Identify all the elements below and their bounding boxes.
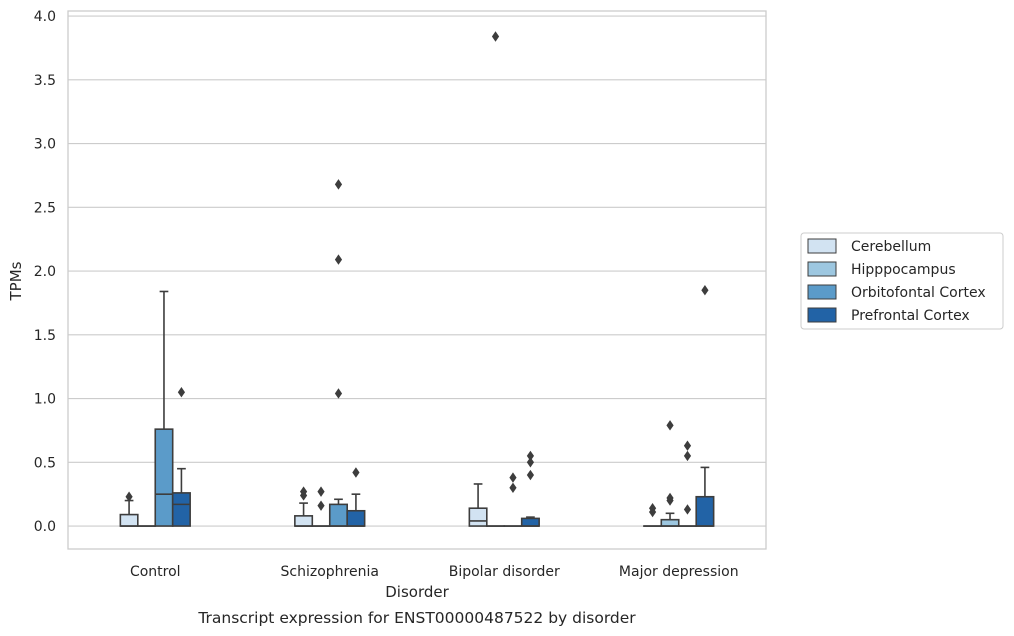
outlier-point: [317, 486, 325, 497]
legend-swatch: [807, 261, 837, 277]
box: [695, 495, 715, 527]
box-plot: [468, 483, 488, 527]
legend-swatch: [807, 284, 837, 300]
box-plot: [119, 491, 139, 527]
box: [328, 503, 349, 527]
outlier-point: [526, 469, 535, 481]
legend-label: Hipppocampus: [851, 262, 956, 278]
box-plot: [660, 420, 680, 527]
outlier-point: [526, 450, 535, 462]
outlier-point: [683, 504, 692, 515]
outlier-point: [125, 491, 133, 502]
outlier-point: [177, 386, 186, 398]
grid-lines: [68, 15, 766, 527]
box-plot: [695, 284, 715, 527]
x-axis-ticks: Control Schizophrenia Bipolar disorder Majo…: [130, 564, 739, 580]
x-tick-label: Bipolar disorder: [449, 564, 560, 580]
box-plot: [485, 31, 506, 527]
outlier-point: [334, 254, 343, 265]
legend-swatch: [807, 307, 837, 323]
legend-swatch: [807, 238, 837, 254]
box: [119, 513, 139, 527]
legend: Cerebellum Hipppocampus Orbitofontal Corte…: [800, 232, 1004, 330]
x-tick-label: Control: [130, 564, 181, 580]
outlier-point: [317, 500, 325, 511]
y-tick-label: 1.0: [34, 392, 56, 408]
box-plot: [154, 290, 174, 527]
outlier-point: [648, 503, 657, 514]
box: [294, 515, 314, 527]
outlier-point: [509, 472, 517, 483]
x-axis-label: Disorder: [385, 583, 449, 601]
outlier-point: [352, 467, 360, 478]
outlier-point: [666, 492, 674, 504]
box-plot: [328, 179, 349, 527]
y-tick-label: 0.0: [34, 519, 56, 535]
outlier-point: [334, 388, 343, 399]
box-plot: [503, 472, 523, 527]
box-plot: [643, 503, 663, 527]
y-tick-label: 2.5: [34, 200, 56, 216]
outlier-point: [491, 31, 500, 42]
y-tick-label: 3.5: [34, 73, 56, 89]
box-plot: [346, 467, 366, 527]
y-tick-label: 0.5: [34, 455, 56, 471]
box-plot: [294, 486, 314, 527]
outlier-point: [299, 486, 308, 497]
box-plot: [311, 486, 331, 527]
outlier-point: [526, 457, 535, 468]
box: [171, 492, 191, 527]
box: [468, 507, 488, 527]
plot-area: [119, 31, 715, 527]
legend-label: Prefrontal Cortex: [851, 308, 970, 324]
box-plot: [677, 440, 698, 527]
outlier-point: [666, 420, 674, 431]
legend-label: Cerebellum: [851, 239, 931, 255]
box: [660, 518, 680, 527]
y-tick-label: 4.0: [34, 9, 56, 25]
x-tick-label: Schizophrenia: [281, 564, 379, 580]
outlier-point: [701, 284, 709, 296]
outlier-point: [683, 440, 692, 451]
legend-frame: [800, 232, 1004, 330]
y-tick-label: 2.0: [34, 264, 56, 280]
outlier-point: [683, 450, 692, 462]
outlier-point: [509, 482, 517, 494]
x-tick-label: Major depression: [619, 564, 739, 580]
y-tick-label: 3.0: [34, 137, 56, 153]
chart-caption: Transcript expression for ENST0000048752…: [197, 609, 636, 627]
plot-frame: [67, 10, 767, 550]
box: [154, 428, 174, 527]
y-tick-label: 1.5: [34, 328, 56, 344]
legend-label: Orbitofontal Cortex: [851, 285, 986, 301]
outlier-point: [334, 179, 343, 190]
y-axis-ticks: 0.0 0.5 1.0 1.5 2.0 2.5 3.0 3.5 4.0: [34, 9, 56, 535]
box: [520, 517, 540, 527]
y-axis-label: TPMs: [7, 261, 25, 301]
box-plot: [171, 386, 191, 527]
box: [346, 509, 366, 527]
box-plot: [520, 450, 540, 527]
